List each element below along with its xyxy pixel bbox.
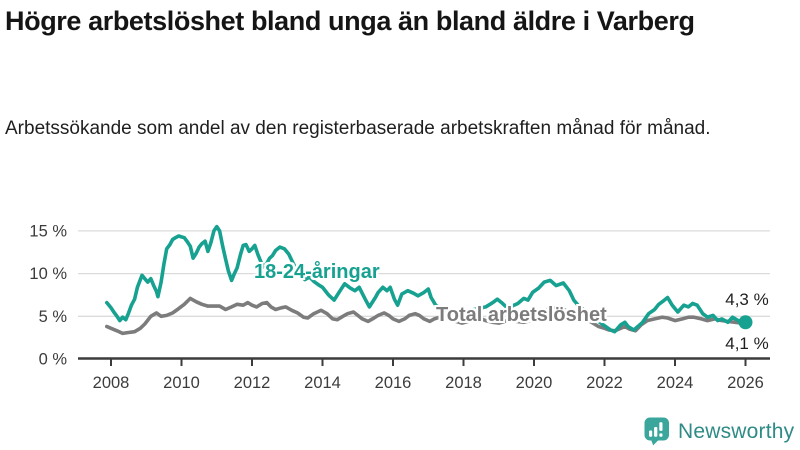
- y-tick-label: 10 %: [29, 265, 67, 283]
- x-tick-label: 2016: [375, 374, 412, 392]
- speech-bubble-bar-chart-icon: [644, 417, 669, 446]
- y-tick-label: 15 %: [29, 222, 67, 240]
- x-tick-label: 2018: [445, 374, 482, 392]
- y-tick-label: 0 %: [39, 351, 68, 369]
- brand-name: Newsworthy: [678, 419, 795, 443]
- series-label-youth: 18-24-åringar: [254, 261, 380, 283]
- x-tick-label: 2024: [657, 374, 694, 392]
- x-tick-label: 2012: [234, 374, 271, 392]
- x-tick-label: 2020: [516, 374, 553, 392]
- x-tick-label: 2010: [163, 374, 200, 392]
- newsworthy-logo: Newsworthy: [644, 417, 794, 446]
- end-value-youth: 4,3 %: [725, 290, 769, 309]
- end-value-total: 4,1 %: [725, 334, 769, 353]
- chart-subtitle: Arbetssökande som andel av den registerb…: [5, 118, 711, 139]
- y-tick-label: 5 %: [39, 308, 68, 326]
- series-label-total: Total arbetslöshet: [436, 304, 607, 326]
- total-series-line: [105, 296, 748, 336]
- youth-series-line: [105, 224, 748, 334]
- x-tick-label: 2014: [304, 374, 341, 392]
- x-tick-label: 2026: [727, 374, 764, 392]
- x-tick-label: 2008: [93, 374, 130, 392]
- series-end-dot: [738, 315, 753, 330]
- page-title: Högre arbetslöshet bland unga än bland ä…: [5, 6, 695, 36]
- x-tick-label: 2022: [586, 374, 623, 392]
